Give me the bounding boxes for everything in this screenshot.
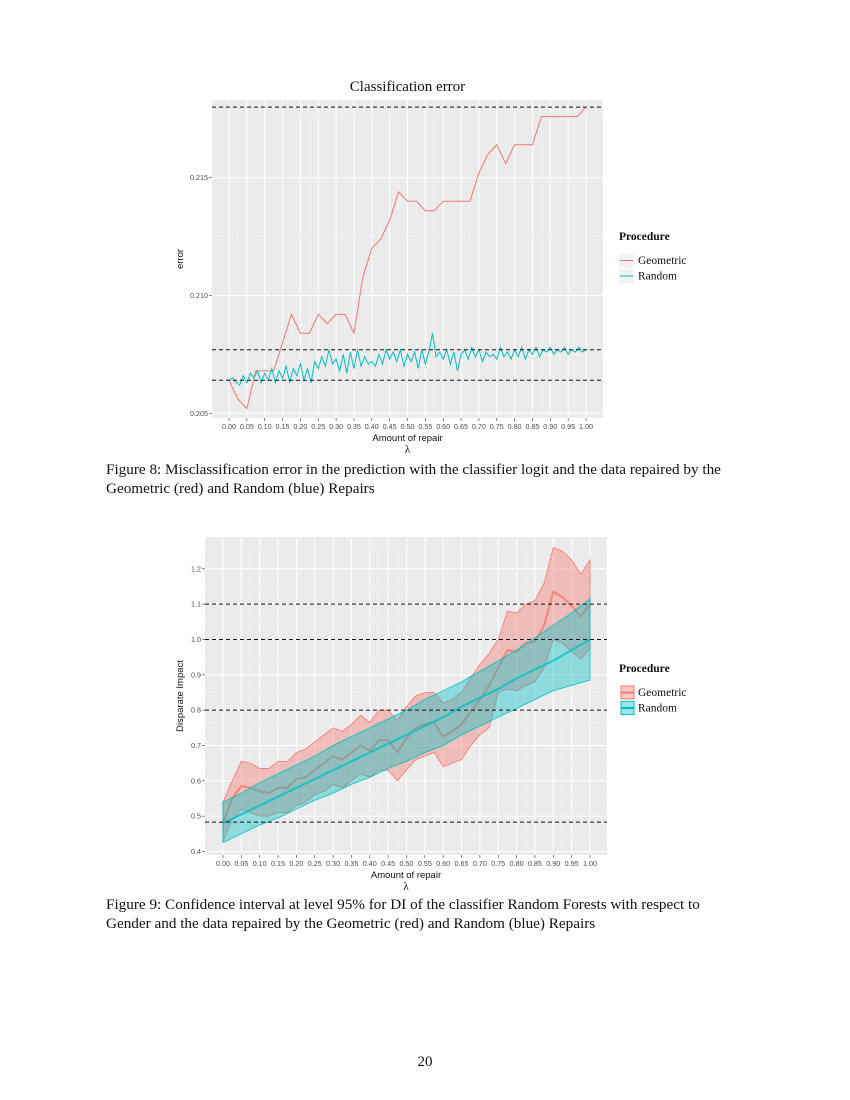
x-tick-label: 0.30: [329, 422, 343, 431]
x-tick-label: 0.05: [240, 422, 254, 431]
random-line: [228, 333, 587, 386]
geometric-legend-label: Geometric: [638, 255, 687, 267]
y-tick-label: 0.6: [191, 776, 201, 785]
x-tick-label: 0.05: [234, 859, 248, 868]
x-tick-label: 0.85: [528, 859, 542, 868]
x-tick-label: 0.75: [491, 859, 505, 868]
x-tick-label: 0.75: [490, 422, 504, 431]
x-tick-label: 0.70: [473, 859, 487, 868]
disparate-impact-chart: 0.00 0.05 0.10 0.15 0.20 0.25 0.30 0.35 0.40 0.45…: [175, 537, 687, 893]
y-tick-label: 0.215: [190, 173, 208, 182]
x-tick-label: 0.00: [222, 422, 236, 431]
y-tick-label: 0.5: [191, 812, 201, 821]
y-axis-label: error: [175, 249, 186, 269]
x-tick-label: 0.65: [455, 859, 469, 868]
x-tick-label: 0.10: [253, 859, 267, 868]
legend-title: Procedure: [619, 663, 670, 675]
x-axis-symbol: λ: [405, 444, 411, 456]
x-tick-label: 0.10: [258, 422, 272, 431]
x-tick-label: 0.50: [401, 422, 415, 431]
x-tick-label: 0.20: [293, 422, 307, 431]
y-tick-label: 1.0: [191, 635, 201, 644]
figure-9-caption: Figure 9: Confidence interval at level 9…: [106, 896, 700, 932]
chart-title: Classification error: [350, 79, 465, 95]
x-tick-label: 0.30: [326, 859, 340, 868]
x-tick-label: 0.90: [546, 859, 560, 868]
x-tick-label: 0.95: [561, 422, 575, 431]
y-axis-label: Disparate Impact: [175, 660, 186, 732]
x-tick-label: 0.35: [344, 859, 358, 868]
figure-8-caption: Figure 8: Misclassification error in the…: [106, 461, 721, 497]
x-tick-label: 0.90: [543, 422, 557, 431]
x-tick-label: 0.15: [271, 859, 285, 868]
x-tick-label: 0.25: [311, 422, 325, 431]
page-number: 20: [417, 1054, 433, 1070]
x-tick-label: 0.35: [347, 422, 361, 431]
x-tick-label: 0.55: [418, 859, 432, 868]
x-tick-label: 1.00: [579, 422, 593, 431]
random-mean-line: [222, 638, 591, 825]
geometric-legend-label: Geometric: [638, 687, 687, 699]
x-tick-label: 0.55: [418, 422, 432, 431]
x-tick-label: 0.70: [472, 422, 486, 431]
x-axis-label: Amount of repair: [372, 433, 442, 444]
x-axis-label: Amount of repair: [371, 870, 441, 881]
legend-title: Procedure: [619, 231, 670, 243]
x-tick-label: 0.80: [510, 859, 524, 868]
x-tick-label: 0.65: [454, 422, 468, 431]
x-tick-label: 0.40: [365, 422, 379, 431]
y-tick-label: 0.7: [191, 741, 201, 750]
x-tick-label: 0.95: [565, 859, 579, 868]
x-tick-label: 0.40: [363, 859, 377, 868]
classification-error-chart: 0.00 0.05 0.10 0.15 0.20 0.25 0.30 0.35 0.40 0.45…: [175, 79, 687, 456]
random-legend-label: Random: [638, 271, 677, 283]
y-tick-label: 0.205: [190, 409, 208, 418]
geometric-mean-line: [222, 590, 591, 824]
x-tick-label: 0.45: [381, 859, 395, 868]
x-tick-label: 0.85: [525, 422, 539, 431]
x-tick-label: 0.60: [436, 859, 450, 868]
x-tick-label: 0.80: [508, 422, 522, 431]
x-axis-symbol: λ: [403, 881, 409, 893]
x-tick-label: 0.25: [308, 859, 322, 868]
random-confidence-band: [222, 598, 591, 844]
y-tick-label: 1.1: [191, 600, 201, 609]
x-tick-label: 0.60: [436, 422, 450, 431]
x-tick-label: 0.50: [400, 859, 414, 868]
y-tick-label: 0.8: [191, 706, 201, 715]
x-tick-label: 0.20: [289, 859, 303, 868]
x-tick-label: 0.00: [216, 859, 230, 868]
y-tick-label: 1.2: [191, 564, 201, 573]
y-tick-label: 0.4: [191, 847, 201, 856]
geometric-line: [228, 106, 587, 410]
y-tick-label: 0.9: [191, 670, 201, 679]
x-tick-label: 0.15: [276, 422, 290, 431]
y-tick-label: 0.210: [190, 291, 208, 300]
x-tick-label: 1.00: [583, 859, 597, 868]
random-legend-label: Random: [638, 703, 677, 715]
x-tick-label: 0.45: [383, 422, 397, 431]
